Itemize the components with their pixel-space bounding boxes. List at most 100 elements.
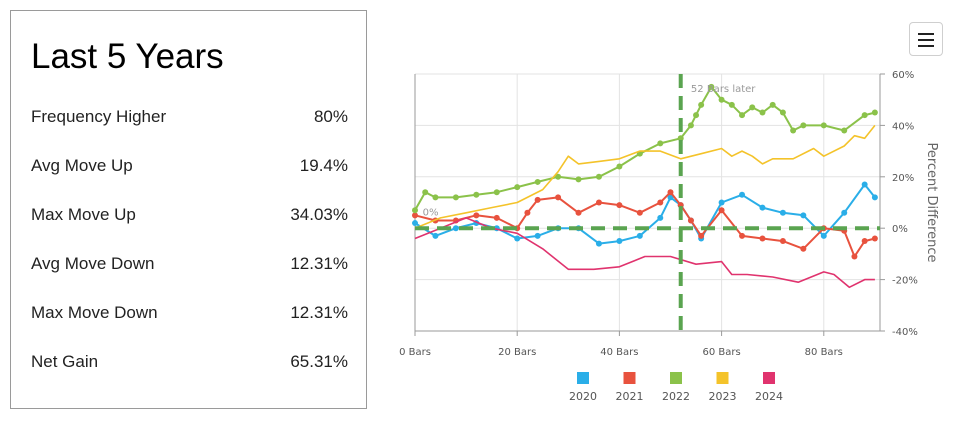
legend-label-2020: 2020 (569, 390, 597, 403)
series-point-2022 (779, 109, 786, 116)
stat-row-max-move-up: Max Move Up 34.03% (31, 205, 348, 229)
series-point-2022 (616, 163, 623, 170)
stat-row-net-gain: Net Gain 65.31% (31, 352, 348, 376)
series-point-2022 (677, 135, 684, 142)
hamburger-menu-icon (918, 45, 934, 47)
legend-swatch-2020 (577, 372, 589, 384)
series-point-2021 (698, 232, 705, 239)
stat-value: 65.31% (290, 352, 348, 371)
series-point-2022 (422, 189, 429, 196)
series-point-2021 (861, 238, 868, 245)
series-point-2020 (800, 212, 807, 219)
series-point-2021 (667, 189, 674, 196)
legend-swatch-2021 (623, 372, 636, 384)
x-tick-label: 60 Bars (702, 347, 740, 358)
y-tick-label: 60% (892, 70, 914, 81)
series-point-2022 (800, 122, 807, 129)
series-point-2022 (555, 173, 562, 180)
series-line-2024 (414, 217, 875, 289)
series-point-2021 (800, 245, 807, 252)
series-point-2020 (514, 235, 521, 242)
series-point-2020 (657, 214, 664, 221)
series-point-2022 (728, 101, 735, 108)
series-point-2021 (687, 217, 694, 224)
series-point-2021 (534, 196, 541, 203)
series-point-2022 (657, 140, 664, 147)
series-point-2022 (687, 122, 694, 129)
stat-label: Max Move Down (31, 303, 158, 322)
x-tick-label: 20 Bars (498, 347, 536, 358)
series-line-2022 (414, 85, 876, 211)
series-point-2021 (555, 194, 562, 201)
stat-row-avg-move-down: Avg Move Down 12.31% (31, 254, 348, 278)
series-point-2021 (473, 212, 480, 219)
chart-annotation: 52 Bars later (691, 84, 756, 95)
series-point-2021 (616, 202, 623, 209)
stat-label: Max Move Up (31, 205, 136, 224)
y-tick-label: 20% (892, 173, 914, 184)
legend-label-2024: 2024 (755, 390, 783, 403)
series-point-2021 (739, 232, 746, 239)
stat-label: Net Gain (31, 352, 99, 371)
legend-swatch-2023 (716, 372, 729, 384)
series-point-2021 (524, 209, 531, 216)
series-point-2022 (412, 207, 418, 214)
series-point-2022 (769, 101, 776, 108)
series-point-2021 (759, 235, 766, 242)
series-point-2022 (871, 109, 878, 116)
stat-row-max-move-down: Max Move Down 12.31% (31, 303, 348, 327)
y-axis-title: Percent Difference (924, 142, 939, 262)
stat-label: Avg Move Up (31, 156, 133, 175)
series-point-2022 (534, 178, 541, 185)
legend-label-2021: 2021 (616, 390, 644, 403)
legend-swatch-2022 (670, 372, 682, 384)
series-point-2020 (452, 225, 459, 232)
series-point-2022 (708, 83, 715, 90)
series-point-2021 (493, 214, 500, 221)
y-tick-label: 40% (892, 121, 914, 132)
series-line-2021 (414, 191, 876, 258)
y-tick-label: 0% (892, 224, 908, 235)
series-point-2021 (871, 235, 878, 242)
series-point-2022 (514, 184, 521, 191)
series-point-2020 (595, 240, 602, 247)
series-point-2022 (820, 122, 827, 129)
x-tick-label: 0 Bars (399, 347, 431, 358)
series-point-2021 (412, 212, 418, 219)
series-point-2020 (841, 209, 848, 216)
series-point-2020 (759, 204, 766, 211)
series-point-2022 (739, 112, 746, 119)
series-point-2021 (636, 209, 643, 216)
series-point-2020 (432, 232, 439, 239)
series-point-2022 (452, 194, 459, 201)
series-point-2022 (493, 189, 500, 196)
stat-row-frequency-higher: Frequency Higher 80% (31, 107, 348, 131)
stats-title: Last 5 Years (31, 37, 224, 76)
series-point-2022 (693, 112, 700, 119)
series-point-2020 (779, 209, 786, 216)
series-point-2022 (759, 109, 766, 116)
stat-value: 80% (313, 107, 348, 126)
stat-row-avg-move-up: Avg Move Up 19.4% (31, 156, 348, 180)
legend-label-2022: 2022 (662, 390, 690, 403)
stats-card: Last 5 Years Frequency Higher 80% Avg Mo… (10, 10, 367, 409)
y-tick-label: -40% (892, 327, 918, 338)
series-point-2022 (595, 173, 602, 180)
series-point-2022 (698, 101, 705, 108)
stat-label: Frequency Higher (31, 107, 167, 126)
stat-label: Avg Move Down (31, 254, 155, 273)
stat-value: 34.03% (290, 205, 348, 224)
series-point-2020 (412, 220, 418, 227)
series-point-2022 (575, 176, 582, 183)
series-point-2021 (657, 199, 664, 206)
series-point-2020 (534, 232, 541, 239)
x-tick-label: 40 Bars (600, 347, 638, 358)
series-point-2022 (718, 96, 725, 103)
series-point-2020 (820, 232, 827, 239)
series-point-2020 (636, 232, 643, 239)
series-point-2021 (718, 207, 725, 214)
chart-menu-button[interactable] (909, 22, 943, 56)
series-point-2021 (575, 209, 582, 216)
series-point-2021 (851, 253, 858, 260)
